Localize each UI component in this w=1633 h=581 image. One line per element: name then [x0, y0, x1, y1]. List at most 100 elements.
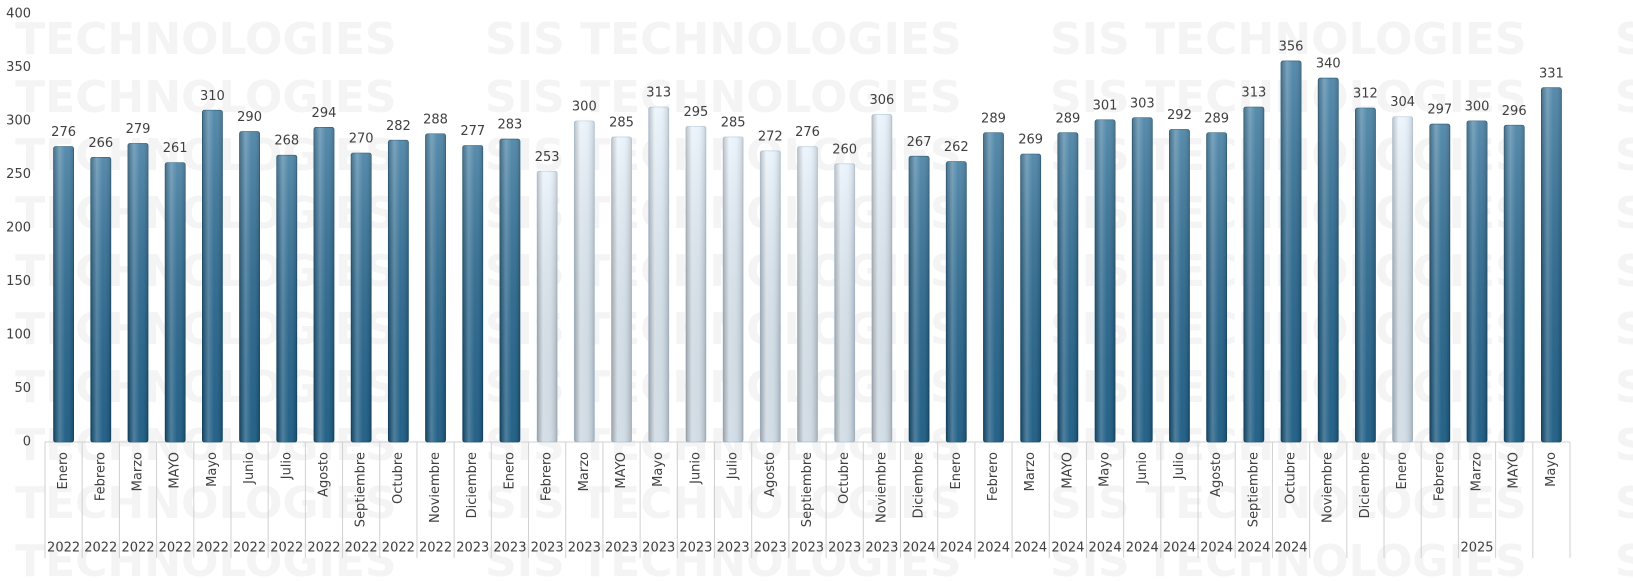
bar: [350, 152, 372, 443]
value-label: 261: [163, 141, 188, 156]
x-tick-label: Febrero: [1432, 452, 1447, 501]
x-tick-label: Junio: [1135, 452, 1150, 485]
watermark: SIS TECHNOLOGIES: [1050, 14, 1527, 65]
value-label: 304: [1390, 95, 1415, 110]
year-label: 2022: [307, 541, 340, 556]
bar: [908, 155, 930, 443]
bar: [1503, 124, 1525, 443]
year-label: 2023: [531, 541, 564, 556]
bar: [759, 150, 781, 443]
x-tick-label: Enero: [1395, 452, 1410, 490]
value-label: 331: [1539, 66, 1564, 81]
bar: [1466, 120, 1488, 443]
watermark: SIS TECHNOLOGIES: [1615, 246, 1633, 297]
x-tick-label: Agosto: [1209, 452, 1224, 497]
value-label: 356: [1279, 40, 1304, 55]
y-tick-label: 300: [6, 114, 31, 129]
value-label: 289: [981, 111, 1006, 126]
bar: [945, 161, 967, 443]
x-tick-label: Febrero: [986, 452, 1001, 501]
value-label: 285: [609, 116, 634, 131]
value-label: 272: [758, 129, 783, 144]
bar: [1169, 129, 1190, 443]
y-tick-label: 150: [6, 274, 31, 289]
value-label: 277: [460, 124, 485, 139]
year-label: 2023: [605, 541, 638, 556]
bar: [797, 146, 818, 443]
bar: [573, 120, 595, 443]
x-tick-label: Noviembre: [874, 452, 889, 523]
x-tick-label: MAYO: [1060, 452, 1075, 489]
year-label: 2023: [642, 541, 675, 556]
value-label: 288: [423, 112, 448, 127]
year-label: 2022: [233, 541, 266, 556]
bar: [53, 146, 74, 443]
year-label: 2024: [1163, 541, 1196, 556]
x-tick-label: Febrero: [93, 452, 108, 501]
year-label: 2022: [196, 541, 229, 556]
value-label: 276: [51, 125, 76, 140]
bar: [1094, 119, 1116, 443]
x-tick-label: Marzo: [1023, 452, 1038, 491]
year-label: 2023: [865, 541, 898, 556]
bar: [387, 139, 409, 443]
watermark: SIS TECHNOLOGIES: [1615, 188, 1633, 239]
y-tick-label: 350: [6, 60, 31, 75]
x-tick-label: Diciembre: [465, 452, 480, 518]
watermark: SIS TECHNOLOGIES: [0, 536, 397, 581]
bar: [1206, 132, 1228, 443]
year-label: 2024: [940, 541, 973, 556]
value-label: 303: [1130, 96, 1155, 111]
year-label: 2023: [568, 541, 601, 556]
x-tick-label: Mayo: [1098, 452, 1113, 487]
value-label: 289: [1055, 111, 1080, 126]
bar: [685, 125, 707, 443]
x-tick-label: Octubre: [391, 452, 406, 504]
y-tick-label: 100: [6, 328, 31, 343]
year-label: 2022: [345, 541, 378, 556]
year-label: 2022: [419, 541, 452, 556]
x-tick-label: Octubre: [837, 452, 852, 504]
value-label: 297: [1427, 103, 1452, 118]
x-tick-label: Mayo: [1544, 452, 1559, 487]
bar: [239, 131, 260, 443]
year-label: 2022: [84, 541, 117, 556]
value-label: 295: [684, 105, 709, 120]
watermark: SIS TECHNOLOGIES: [0, 72, 397, 123]
x-tick-label: Noviembre: [428, 452, 443, 523]
x-tick-label: Junio: [242, 452, 257, 485]
bar: [1280, 60, 1302, 443]
y-tick-label: 400: [6, 7, 31, 22]
value-label: 300: [572, 100, 597, 115]
value-label: 260: [832, 142, 857, 157]
value-label: 306: [869, 93, 894, 108]
x-tick-label: Agosto: [316, 452, 331, 497]
value-label: 310: [200, 89, 225, 104]
value-label: 340: [1316, 57, 1341, 72]
watermark: SIS TECHNOLOGIES: [485, 478, 962, 529]
year-label: 2024: [1200, 541, 1233, 556]
watermark: SIS TECHNOLOGIES: [0, 14, 397, 65]
year-label: 2025: [1460, 541, 1493, 556]
x-tick-label: Julio: [726, 452, 741, 480]
watermark: SIS TECHNOLOGIES: [1615, 304, 1633, 355]
year-label: 2024: [977, 541, 1010, 556]
x-tick-label: MAYO: [168, 452, 183, 489]
watermark: SIS TECHNOLOGIES: [1615, 130, 1633, 181]
bar: [90, 156, 112, 443]
x-tick-label: Enero: [56, 452, 71, 490]
year-label: 2023: [828, 541, 861, 556]
y-tick-label: 50: [14, 381, 31, 396]
year-label: 2023: [791, 541, 824, 556]
value-label: 269: [1018, 133, 1043, 148]
bar: [127, 143, 149, 443]
bar: [1020, 153, 1042, 443]
x-tick-label: Enero: [949, 452, 964, 490]
x-tick-label: Marzo: [577, 452, 592, 491]
year-label: 2022: [121, 541, 154, 556]
year-label: 2024: [1274, 541, 1307, 556]
x-tick-label: Septiembre: [354, 452, 369, 527]
watermark: SIS TECHNOLOGIES: [1615, 536, 1633, 581]
value-label: 266: [88, 136, 113, 151]
value-label: 312: [1353, 87, 1378, 102]
